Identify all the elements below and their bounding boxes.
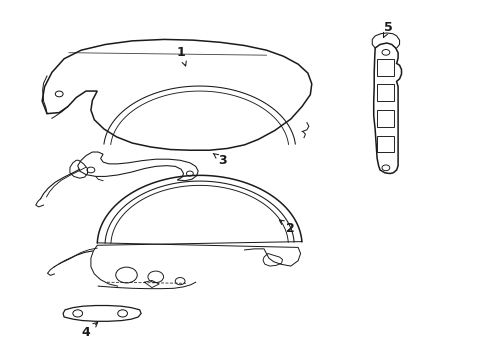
Text: 2: 2 <box>279 220 295 235</box>
Text: 5: 5 <box>383 21 392 37</box>
Bar <box>376 136 393 152</box>
Text: 3: 3 <box>213 153 226 167</box>
Bar <box>376 59 393 76</box>
Text: 4: 4 <box>81 323 98 339</box>
Bar <box>376 110 393 127</box>
Bar <box>376 84 393 101</box>
Text: 1: 1 <box>176 46 186 66</box>
